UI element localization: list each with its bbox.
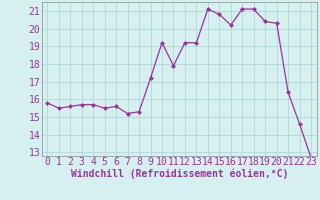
X-axis label: Windchill (Refroidissement éolien,°C): Windchill (Refroidissement éolien,°C) xyxy=(70,169,288,179)
